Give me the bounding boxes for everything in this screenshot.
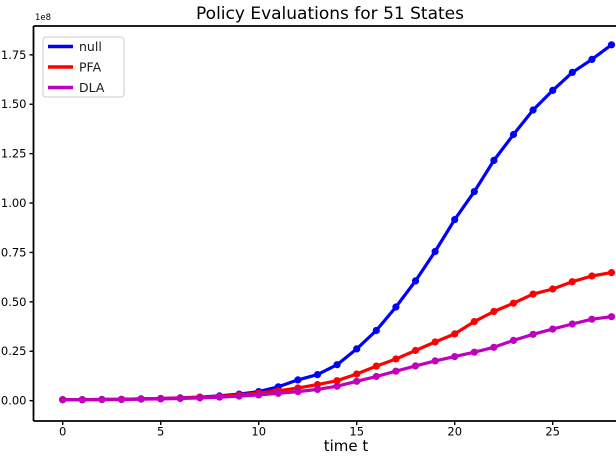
series-marker-DLA [353, 377, 361, 385]
y-tick-label: 0.50 [1, 295, 27, 309]
series-marker-null [431, 247, 439, 256]
series-marker-null [588, 55, 596, 64]
legend-label-null: null [79, 39, 102, 54]
series-marker-DLA [470, 348, 478, 356]
series-marker-DLA [411, 362, 420, 370]
series-marker-DLA [274, 389, 282, 397]
series-marker-DLA [372, 372, 380, 381]
series-marker-null [313, 371, 322, 379]
series-marker-DLA [294, 388, 302, 396]
series-marker-PFA [588, 272, 596, 280]
x-tick-label: 20 [447, 425, 462, 439]
series-marker-DLA [333, 382, 341, 390]
x-tick-label: 10 [251, 425, 266, 439]
series-marker-DLA [137, 395, 145, 403]
series-marker-DLA [196, 394, 204, 402]
series-marker-null [568, 68, 576, 76]
series-marker-DLA [529, 330, 537, 338]
series-marker-PFA [372, 362, 380, 370]
series-marker-PFA [333, 377, 341, 385]
series-marker-null [529, 106, 537, 114]
series-marker-DLA [607, 313, 616, 321]
legend-box [42, 36, 125, 98]
series-marker-null [411, 277, 420, 285]
x-tick-label: 25 [545, 425, 560, 439]
plot-area: 0 5 10 15 20 25 0.00 0.25 0.50 0.75 1.00 1.25 1.50 1.… [1, 25, 616, 439]
x-tick-label: 5 [157, 425, 164, 439]
y-tick-label: 1.00 [1, 196, 27, 210]
x-tick-label: 0 [59, 425, 66, 439]
series-marker-PFA [451, 330, 459, 338]
series-marker-DLA [157, 395, 165, 403]
y-tick-label: 1.75 [1, 48, 27, 62]
series-marker-DLA [588, 315, 596, 323]
legend-label-PFA: PFA [79, 60, 102, 75]
series-marker-DLA [59, 396, 67, 404]
chart-title: Policy Evaluations for 51 States [196, 4, 464, 24]
y-tick-label: 1.50 [1, 97, 27, 111]
series-marker-DLA [451, 353, 459, 361]
series-marker-null [470, 188, 478, 196]
series-marker-DLA [490, 343, 498, 351]
series-marker-DLA [117, 395, 126, 404]
series-marker-null [549, 86, 557, 94]
series-marker-DLA [568, 320, 576, 328]
y-tick-label: 0.00 [1, 394, 27, 408]
series-marker-DLA [313, 385, 322, 393]
series-marker-DLA [431, 357, 439, 365]
series-marker-null [353, 345, 361, 353]
series-marker-null [490, 156, 498, 164]
series-marker-DLA [549, 325, 557, 333]
y-tick-label: 1.25 [1, 147, 27, 161]
series-marker-null [509, 130, 518, 139]
legend-label-DLA: DLA [79, 80, 105, 95]
series-marker-null [294, 376, 302, 384]
series-marker-PFA [607, 269, 616, 277]
series-marker-DLA [255, 391, 263, 399]
series-marker-DLA [509, 336, 518, 344]
series-marker-PFA [431, 338, 439, 346]
series-marker-null [607, 41, 616, 49]
y-tick-label: 0.75 [1, 245, 27, 259]
series-marker-PFA [490, 307, 498, 316]
series-marker-PFA [392, 355, 400, 363]
series-marker-PFA [470, 318, 478, 326]
y-tick-label: 0.25 [1, 344, 27, 358]
series-marker-PFA [529, 290, 537, 298]
series-marker-DLA [98, 395, 106, 404]
series-marker-null [333, 361, 341, 369]
series-marker-PFA [549, 285, 557, 293]
series-marker-PFA [509, 299, 518, 307]
series-marker-DLA [235, 392, 243, 400]
y-axis-offset-label: 1e8 [35, 13, 51, 23]
series-marker-PFA [411, 346, 420, 355]
x-axis-label: time t [324, 437, 369, 455]
series-line-null [61, 43, 614, 402]
series-marker-PFA [568, 278, 576, 286]
series-marker-DLA [176, 394, 184, 403]
series-marker-DLA [392, 367, 400, 375]
series-marker-null [392, 303, 400, 311]
series-marker-PFA [353, 370, 361, 378]
series-marker-DLA [78, 396, 86, 404]
series-marker-null [451, 216, 459, 224]
series-marker-null [372, 326, 380, 335]
x-tick-label: 15 [349, 425, 364, 439]
series-marker-DLA [215, 393, 224, 401]
